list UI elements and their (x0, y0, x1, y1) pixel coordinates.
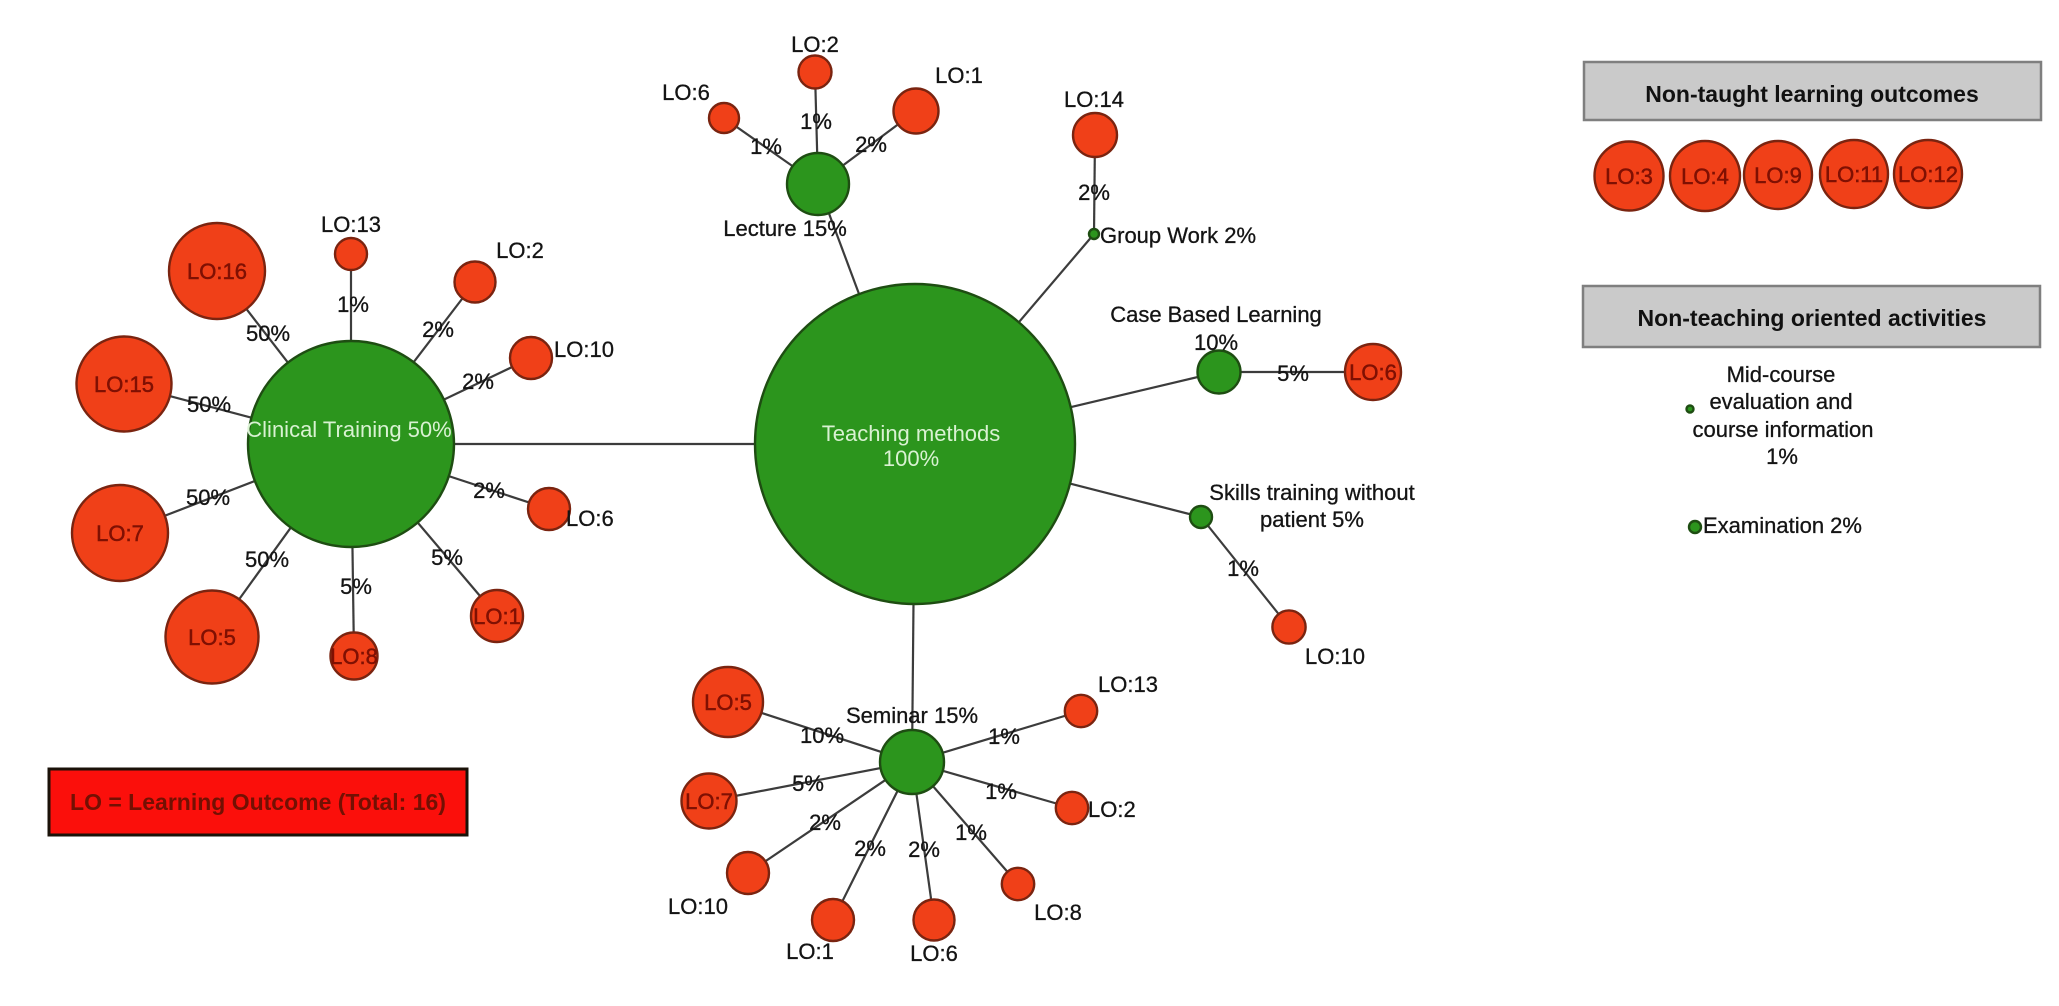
svg-text:10%: 10% (1194, 330, 1238, 355)
svg-text:LO:7: LO:7 (96, 521, 144, 546)
svg-text:patient 5%: patient 5% (1260, 507, 1364, 532)
svg-text:2%: 2% (908, 837, 940, 862)
svg-text:1%: 1% (800, 109, 832, 134)
svg-text:LO = Learning Outcome (Total:: LO = Learning Outcome (Total: 16) (70, 789, 446, 815)
svg-text:LO:10: LO:10 (668, 894, 728, 919)
svg-text:50%: 50% (187, 392, 231, 417)
svg-text:LO:6: LO:6 (1349, 360, 1397, 385)
svg-text:LO:10: LO:10 (554, 337, 614, 362)
svg-text:1%: 1% (1227, 556, 1259, 581)
svg-text:LO:10: LO:10 (1305, 644, 1365, 669)
svg-text:2%: 2% (809, 810, 841, 835)
svg-text:1%: 1% (337, 292, 369, 317)
svg-text:Mid-course: Mid-course (1727, 362, 1836, 387)
svg-text:LO:2: LO:2 (496, 238, 544, 263)
svg-text:LO:8: LO:8 (1034, 900, 1082, 925)
svg-text:100%: 100% (883, 446, 939, 471)
svg-text:LO:6: LO:6 (910, 941, 958, 966)
svg-text:Case Based Learning: Case Based Learning (1110, 302, 1322, 327)
svg-text:LO:1: LO:1 (473, 604, 521, 629)
svg-text:Seminar 15%: Seminar 15% (846, 703, 978, 728)
svg-text:LO:13: LO:13 (321, 212, 381, 237)
svg-text:50%: 50% (245, 547, 289, 572)
svg-text:Teaching methods: Teaching methods (822, 421, 1001, 446)
svg-text:LO:9: LO:9 (1754, 163, 1802, 188)
svg-text:LO:6: LO:6 (662, 80, 710, 105)
svg-text:1%: 1% (1766, 444, 1798, 469)
svg-text:LO:14: LO:14 (1064, 87, 1124, 112)
svg-text:2%: 2% (422, 317, 454, 342)
svg-text:LO:3: LO:3 (1605, 164, 1653, 189)
svg-text:Examination 2%: Examination 2% (1703, 513, 1862, 538)
svg-text:2%: 2% (854, 836, 886, 861)
svg-text:5%: 5% (1277, 361, 1309, 386)
svg-text:LO:1: LO:1 (786, 939, 834, 964)
svg-text:LO:2: LO:2 (1088, 797, 1136, 822)
svg-text:LO:5: LO:5 (188, 625, 236, 650)
svg-text:LO:4: LO:4 (1681, 164, 1729, 189)
svg-text:course information: course information (1693, 417, 1874, 442)
svg-text:LO:13: LO:13 (1098, 672, 1158, 697)
svg-text:2%: 2% (1078, 180, 1110, 205)
svg-text:LO:16: LO:16 (187, 259, 247, 284)
svg-text:Clinical Training 50%: Clinical Training 50% (246, 417, 451, 442)
svg-text:LO:5: LO:5 (704, 690, 752, 715)
svg-text:Non-teaching oriented activiti: Non-teaching oriented activities (1638, 305, 1987, 331)
svg-text:2%: 2% (462, 369, 494, 394)
svg-text:5%: 5% (340, 574, 372, 599)
svg-text:1%: 1% (985, 779, 1017, 804)
svg-text:LO:15: LO:15 (94, 372, 154, 397)
svg-text:1%: 1% (955, 820, 987, 845)
svg-text:50%: 50% (246, 321, 290, 346)
svg-text:50%: 50% (186, 485, 230, 510)
svg-text:Lecture 15%: Lecture 15% (723, 216, 847, 241)
svg-text:LO:11: LO:11 (1825, 162, 1883, 187)
svg-text:LO:7: LO:7 (685, 789, 733, 814)
svg-text:5%: 5% (431, 545, 463, 570)
svg-text:5%: 5% (792, 771, 824, 796)
svg-text:Group Work 2%: Group Work 2% (1100, 223, 1256, 248)
svg-text:2%: 2% (473, 478, 505, 503)
svg-text:LO:1: LO:1 (935, 63, 983, 88)
svg-text:1%: 1% (988, 724, 1020, 749)
svg-text:1%: 1% (750, 134, 782, 159)
svg-text:2%: 2% (855, 132, 887, 157)
svg-text:LO:12: LO:12 (1898, 162, 1958, 187)
svg-text:LO:2: LO:2 (791, 32, 839, 57)
svg-text:evaluation and: evaluation and (1709, 389, 1852, 414)
svg-text:LO:8: LO:8 (330, 644, 378, 669)
svg-text:Non-taught learning outcomes: Non-taught learning outcomes (1645, 81, 1979, 107)
svg-text:LO:6: LO:6 (566, 506, 614, 531)
svg-text:Skills training without: Skills training without (1209, 480, 1414, 505)
svg-text:10%: 10% (800, 723, 844, 748)
